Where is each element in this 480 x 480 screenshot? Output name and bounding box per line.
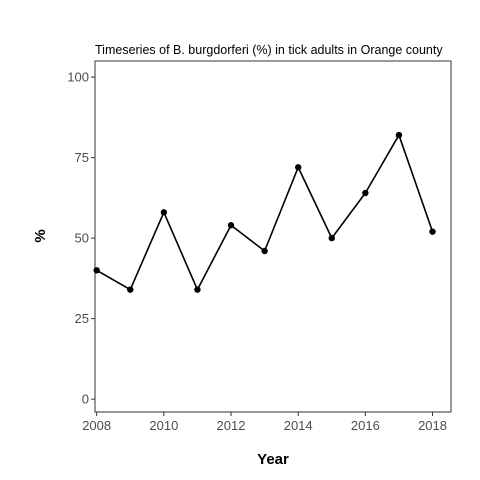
y-tick-label: 25: [75, 311, 89, 326]
x-tick-label: 2016: [351, 418, 380, 433]
data-point: [160, 209, 168, 216]
chart-title: Timeseries of B. burgdorferi (%) in tick…: [95, 43, 443, 57]
x-tick-label: 2012: [217, 418, 246, 433]
data-point: [127, 286, 134, 293]
y-tick-label: 50: [75, 231, 89, 246]
data-point: [93, 267, 100, 274]
x-tick-label: 2008: [82, 418, 111, 433]
data-point: [227, 222, 235, 229]
y-tick-label: 0: [82, 392, 89, 407]
data-point: [294, 164, 302, 171]
y-axis-title: %: [32, 229, 49, 242]
x-axis-title: Year: [257, 451, 289, 468]
x-tick-label: 2014: [284, 418, 313, 433]
data-point: [395, 131, 403, 139]
y-axis: 0 25 50 75 100: [67, 70, 95, 407]
data-point: [194, 286, 201, 293]
series-layer: [93, 131, 436, 293]
x-tick-label: 2010: [149, 418, 178, 433]
y-tick-label: 75: [75, 150, 89, 165]
x-axis: 2008 2010 2012 2014 2016 2018: [82, 412, 447, 433]
plot-panel: [94, 60, 452, 413]
data-point: [362, 189, 369, 197]
data-point: [429, 228, 436, 235]
data-point: [328, 234, 335, 242]
y-tick-label: 100: [67, 70, 89, 85]
x-tick-label: 2018: [418, 418, 447, 433]
data-point: [261, 247, 268, 255]
